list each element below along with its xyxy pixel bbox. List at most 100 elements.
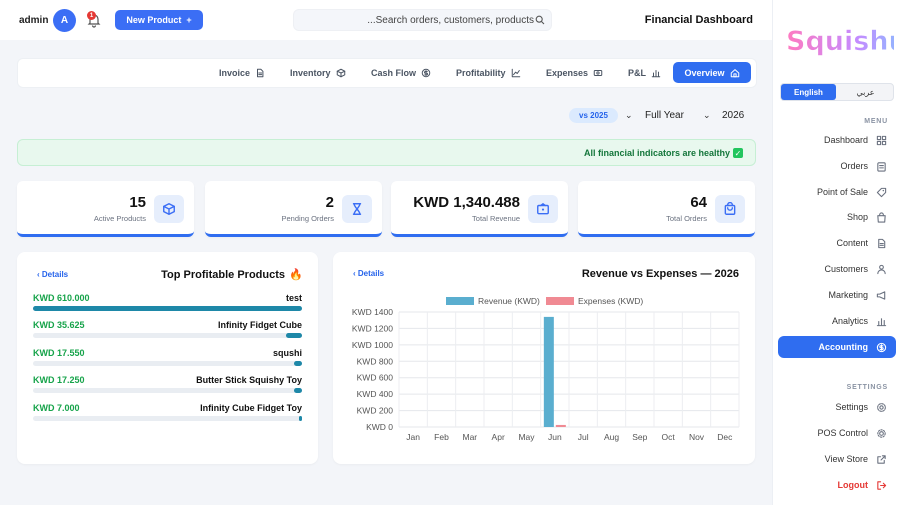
search-icon (535, 15, 545, 25)
sidebar-item-shop[interactable]: Shop (778, 206, 896, 228)
avatar[interactable]: A (53, 9, 76, 32)
stat-icon-box (154, 195, 184, 223)
search-input[interactable] (304, 10, 534, 30)
logout-icon (877, 480, 887, 490)
x-tick-label: Feb (434, 432, 449, 442)
tab-profitability[interactable]: Profitability (456, 66, 521, 80)
revenue-details-link[interactable]: ‹ Details (353, 269, 385, 278)
product-profit-bar-fill (33, 306, 302, 311)
tag-icon (876, 187, 887, 197)
tab-p-l[interactable]: P&L (628, 66, 661, 80)
stat-icon-box (715, 195, 745, 223)
menu-section-label: MENU (864, 118, 888, 125)
x-tick-label: Nov (689, 432, 705, 442)
tab-label: Invoice (219, 68, 251, 78)
product-name: Infinity Fidget Cube (218, 320, 302, 330)
sidebar-item-point-of-sale[interactable]: Point of Sale (778, 181, 896, 203)
lang-english-button[interactable]: English (781, 84, 836, 100)
revenue-bar (543, 316, 554, 427)
bar-chart-icon (876, 317, 887, 326)
sidebar-item-label: Point of Sale (816, 187, 868, 197)
stat-card-active-products[interactable]: 15 Active Products (17, 181, 194, 237)
sidebar-item-accounting[interactable]: Accounting (778, 336, 896, 358)
product-name: Infinity Cube Fidget Toy (200, 403, 302, 413)
gear-icon (877, 402, 886, 412)
sidebar-item-settings[interactable]: Settings (778, 396, 896, 418)
details-label: Details (41, 270, 69, 279)
users-icon (877, 264, 886, 274)
dollar-icon (421, 68, 431, 78)
sidebar-item-customers[interactable]: Customers (778, 258, 896, 280)
bag-icon (877, 211, 886, 223)
dollar-icon (876, 342, 887, 352)
revenue-expenses-chart: Revenue (KWD) Expenses (KWD) KWD 0 KWD 200 K… (352, 296, 740, 442)
sidebar-item-content[interactable]: Content (778, 232, 896, 254)
external-link-icon (877, 454, 886, 464)
x-tick-label: May (518, 432, 535, 442)
product-profit-value: KWD 17.550 (33, 348, 85, 358)
period-select[interactable]: Full Year (645, 110, 684, 121)
x-tick-label: Apr (492, 432, 505, 442)
sidebar-item-label: Shop (846, 212, 868, 222)
box-icon (336, 68, 345, 78)
brand-logo[interactable]: Squishup (784, 18, 894, 60)
compare-year-badge[interactable]: vs 2025 (569, 108, 618, 123)
y-tick-label: KWD 200 (357, 406, 394, 416)
sidebar-item-label: Customers (824, 264, 868, 274)
y-tick-label: KWD 400 (357, 389, 394, 399)
stat-icon-box (342, 195, 372, 223)
search-box[interactable] (293, 9, 552, 31)
hourglass-icon (352, 203, 362, 215)
sidebar-item-logout[interactable]: Logout (778, 474, 896, 496)
stat-label: Pending Orders (281, 214, 334, 223)
product-profit-value: KWD 7.000 (33, 403, 80, 413)
notification-badge: 1 (87, 11, 96, 20)
sidebar-item-marketing[interactable]: Marketing (778, 284, 896, 306)
stat-card-total-revenue[interactable]: KWD 1,340.488 Total Revenue (391, 181, 568, 237)
sidebar-item-view-store[interactable]: View Store (778, 448, 896, 470)
bar-chart-icon (651, 70, 661, 78)
tab-cash-flow[interactable]: Cash Flow (371, 66, 431, 80)
sidebar-item-dashboard[interactable]: Dashboard (778, 129, 896, 151)
product-profit-bar (33, 333, 302, 338)
lang-arabic-button[interactable]: عربي (856, 87, 875, 97)
sidebar-item-analytics[interactable]: Analytics (778, 310, 896, 332)
product-profit-bar-fill (298, 416, 302, 421)
top-products-panel (17, 252, 318, 464)
chevron-down-icon[interactable]: ⌄ (703, 110, 711, 120)
x-tick-label: Mar (463, 432, 478, 442)
tab-overview[interactable]: Overview (673, 62, 751, 83)
x-tick-label: Jul (578, 432, 589, 442)
megaphone-icon (876, 290, 886, 300)
year-select[interactable]: 2026 (722, 110, 745, 121)
brand-text: Squishup (786, 26, 894, 57)
product-profit-value: KWD 610.000 (33, 293, 90, 303)
y-tick-label: KWD 0 (366, 422, 393, 432)
new-product-button[interactable]: New Product + (115, 10, 203, 30)
stat-card-total-orders[interactable]: 64 Total Orders (578, 181, 755, 237)
tab-invoice[interactable]: Invoice (219, 66, 265, 80)
fire-icon: 🔥 (289, 269, 303, 281)
tab-expenses[interactable]: Expenses (546, 66, 603, 80)
legend-label-revenue: Revenue (KWD) (478, 296, 540, 306)
top-products-details-link[interactable]: ‹ Details (37, 270, 69, 279)
legend-swatch-revenue (446, 297, 474, 305)
health-banner (17, 139, 756, 166)
product-profit-bar (33, 361, 302, 366)
legend-label-expenses: Expenses (KWD) (578, 296, 643, 306)
product-profit-bar-fill (294, 388, 302, 393)
stat-card-pending-orders[interactable]: 2 Pending Orders (205, 181, 382, 237)
sidebar-item-orders[interactable]: Orders (778, 155, 896, 177)
expense-bar (555, 424, 566, 427)
product-profit-value: KWD 35.625 (33, 320, 85, 330)
box-icon (163, 203, 175, 215)
new-product-label: New Product (126, 15, 182, 25)
file-icon (257, 68, 264, 78)
stat-label: Total Revenue (472, 214, 520, 223)
chevron-down-icon[interactable]: ⌄ (625, 110, 633, 120)
sidebar-item-pos-control[interactable]: POS Control (778, 422, 896, 444)
sidebar-item-label: POS Control (817, 428, 868, 438)
section-tab-bar (17, 58, 757, 88)
tab-inventory[interactable]: Inventory (290, 66, 346, 80)
stat-value: 2 (325, 194, 334, 211)
